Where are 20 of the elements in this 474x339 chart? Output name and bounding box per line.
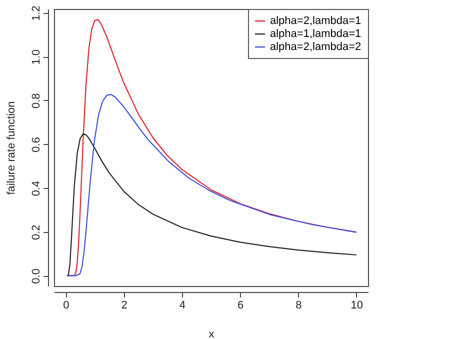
y-tick-label: 0.6: [30, 137, 42, 152]
x-tick-label: 6: [238, 300, 244, 312]
legend-label: alpha=2,lambda=1: [270, 15, 362, 27]
legend-label: alpha=2,lambda=2: [270, 41, 362, 53]
legend-label: alpha=1,lambda=1: [270, 28, 362, 40]
y-tick-label: 1.0: [30, 49, 42, 65]
y-tick-label: 0.4: [30, 180, 42, 196]
line-series: [66, 133, 357, 276]
y-axis-title: failure rate function: [6, 101, 18, 195]
y-tick-label: 0.8: [30, 93, 42, 109]
y-tick-label: 0.2: [30, 224, 42, 240]
x-tick-label: 2: [121, 300, 128, 312]
y-tick-label: 1.2: [30, 6, 42, 21]
y-tick-label: 0.0: [30, 268, 42, 284]
x-tick-label: 10: [350, 300, 363, 312]
x-tick-label: 4: [179, 300, 186, 312]
x-tick-label: 0: [63, 300, 70, 312]
x-tick-label: 8: [296, 300, 302, 312]
x-axis-title: x: [208, 328, 215, 339]
line-series: [66, 94, 357, 276]
